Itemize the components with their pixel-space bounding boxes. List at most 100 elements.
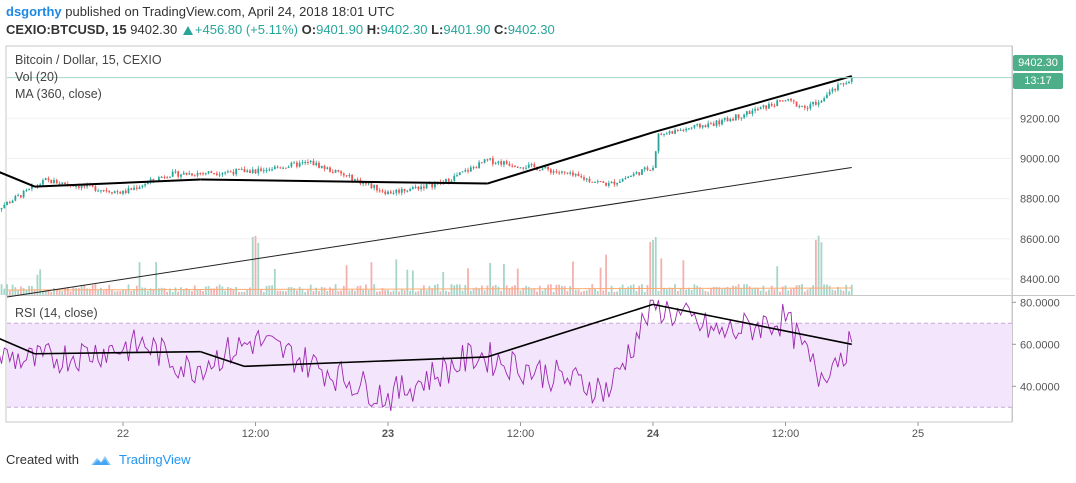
volume-bar — [549, 284, 552, 295]
volume-bar — [387, 290, 389, 295]
volume-bar — [574, 289, 577, 295]
volume-bar — [613, 291, 616, 295]
volume-bar — [273, 268, 276, 295]
tradingview-link[interactable]: TradingView — [85, 452, 191, 467]
volume-bar — [618, 287, 621, 295]
candle-body — [6, 202, 8, 205]
volume-bar — [50, 291, 53, 295]
candle-body — [334, 170, 337, 173]
volume-bar — [668, 287, 671, 295]
publish-info: dsgorthy published on TradingView.com, A… — [6, 4, 395, 19]
volume-bar — [679, 288, 682, 295]
candle-body — [638, 172, 641, 175]
symbol-info: CEXIO:BTCUSD, 15 9402.30 +456.80 (+5.11%… — [6, 22, 555, 37]
candle-body — [331, 171, 334, 173]
volume-bar — [770, 285, 773, 295]
volume-bar — [630, 285, 632, 295]
candle-body — [583, 177, 585, 180]
created-with-text: Created with — [6, 452, 79, 467]
volume-bar — [632, 284, 635, 295]
volume-bar — [641, 284, 643, 295]
price-trendline — [34, 178, 201, 188]
volume-bar — [652, 240, 654, 295]
volume-bar — [378, 291, 381, 295]
candle-body — [823, 98, 826, 101]
candle-body — [207, 171, 210, 174]
candle-body — [312, 160, 315, 166]
candle-body — [798, 106, 801, 108]
ma-legend[interactable]: MA (360, close) — [15, 87, 102, 101]
candle-body — [768, 103, 770, 109]
candle-body — [378, 190, 381, 192]
main-legend[interactable]: Bitcoin / Dollar, 15, CEXIO — [15, 53, 162, 67]
volume-bar — [411, 270, 414, 295]
candle-body — [431, 182, 434, 188]
volume-bar — [685, 289, 688, 295]
volume-bar — [563, 286, 566, 295]
volume-bar — [100, 287, 102, 295]
candle-body — [8, 202, 11, 204]
candle-body — [102, 190, 105, 192]
volume-bar — [503, 263, 505, 295]
volume-bar — [721, 288, 723, 295]
volume-bar — [69, 291, 72, 295]
candle-body — [538, 170, 541, 172]
volume-bar — [356, 286, 359, 295]
volume-bar — [138, 262, 141, 295]
volume-bar — [842, 290, 845, 295]
volume-legend[interactable]: Vol (20) — [15, 70, 59, 84]
candle-body — [199, 173, 202, 175]
candle-body — [842, 83, 845, 85]
volume-bar — [166, 291, 169, 295]
candle-body — [447, 178, 450, 183]
rsi-legend[interactable]: RSI (14, close) — [15, 306, 98, 320]
volume-bar — [422, 285, 425, 295]
volume-bar — [605, 254, 607, 295]
volume-bar — [296, 290, 298, 295]
candle-body — [42, 180, 44, 185]
volume-bar — [514, 285, 516, 295]
candle-body — [732, 118, 734, 121]
price-trendline — [487, 131, 654, 185]
candle-body — [704, 125, 707, 128]
volume-bar — [754, 287, 757, 295]
volume-bar — [828, 285, 831, 295]
candle-body — [318, 162, 320, 168]
candle-body — [624, 178, 627, 180]
volume-bar — [654, 237, 657, 295]
volume-bar — [122, 289, 124, 295]
rsi-trendline — [652, 303, 852, 346]
volume-bar — [262, 291, 265, 295]
candle-body — [563, 171, 566, 173]
x-tick-label: 22 — [117, 428, 129, 440]
volume-bar — [342, 285, 345, 295]
candle-body — [599, 181, 602, 183]
candle-body — [779, 100, 781, 102]
candle-body — [232, 171, 235, 175]
volume-bar — [740, 288, 743, 295]
volume-bar — [779, 291, 781, 295]
candle-body — [235, 168, 238, 175]
volume-bar — [331, 288, 334, 295]
candle-body — [654, 151, 657, 168]
low-label: L: — [431, 22, 444, 37]
candle-body — [549, 169, 552, 173]
candle-body — [522, 167, 525, 169]
candle-body — [453, 175, 456, 181]
candle-body — [817, 102, 820, 105]
volume-bar — [469, 290, 472, 295]
candles-layer — [0, 75, 853, 212]
candle-body — [83, 185, 86, 187]
candle-body — [762, 105, 765, 108]
candle-body — [387, 191, 389, 195]
volume-bar — [671, 288, 674, 295]
candle-body — [621, 178, 624, 182]
candle-body — [298, 162, 301, 167]
candle-body — [171, 171, 174, 177]
candle-body — [845, 83, 848, 85]
candle-body — [715, 120, 718, 126]
volume-bar — [207, 285, 210, 295]
author-name[interactable]: dsgorthy — [6, 4, 62, 19]
